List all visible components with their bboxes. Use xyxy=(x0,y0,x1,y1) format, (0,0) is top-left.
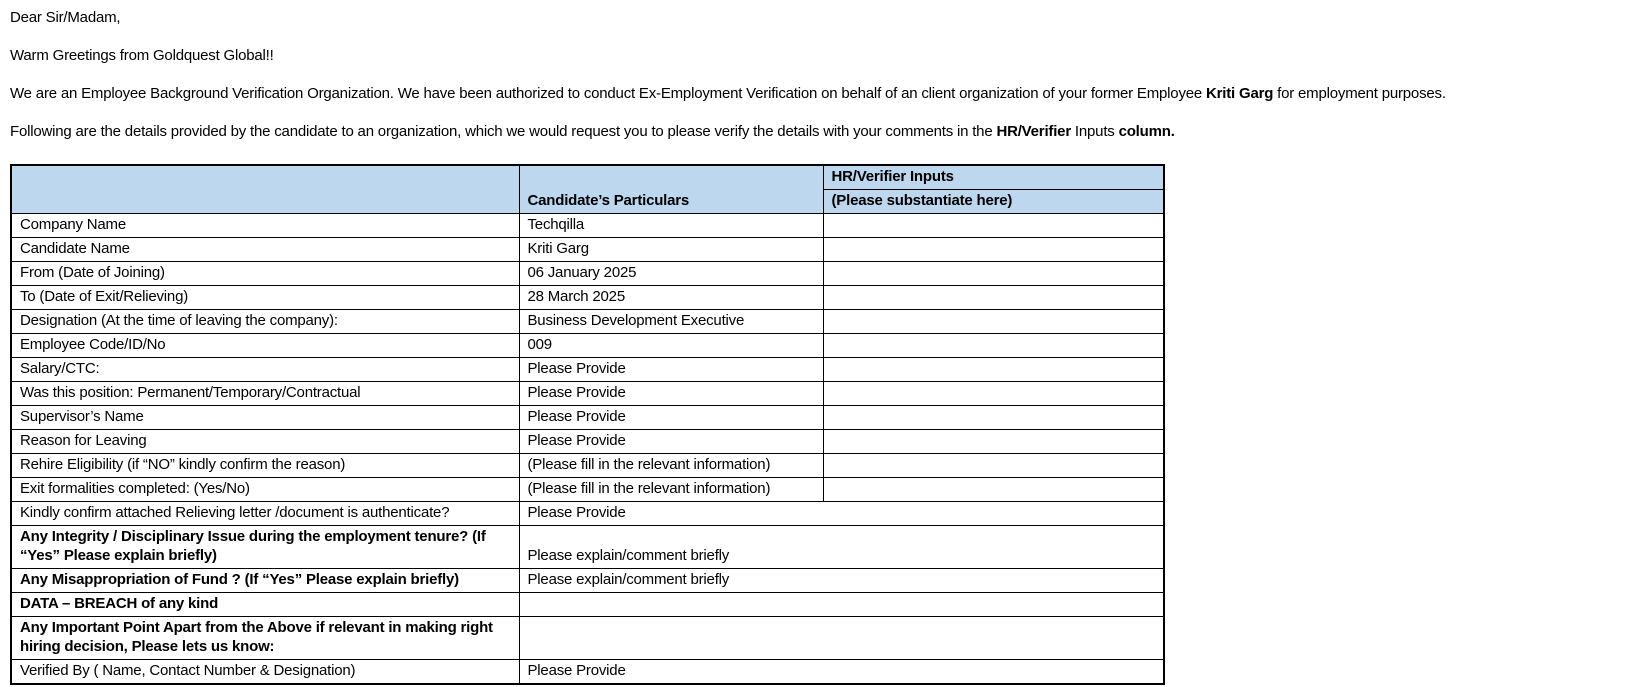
row-label: Any Misappropriation of Fund ? (If “Yes”… xyxy=(10,568,520,593)
row-label: Exit formalities completed: (Yes/No) xyxy=(10,477,520,502)
row-value: Please explain/comment briefly xyxy=(518,568,1165,593)
hr-verifier-input-cell[interactable] xyxy=(822,213,1165,238)
row-label: Verified By ( Name, Contact Number & Des… xyxy=(10,659,520,685)
row-label: Rehire Eligibility (if “NO” kindly confi… xyxy=(10,453,520,478)
row-label: Was this position: Permanent/Temporary/C… xyxy=(10,381,520,406)
table-row: Any Misappropriation of Fund ? (If “Yes”… xyxy=(10,568,1165,593)
row-value: Please Provide xyxy=(518,381,824,406)
request-text-before: Following are the details provided by th… xyxy=(10,123,997,140)
hr-verifier-input-cell[interactable] xyxy=(822,309,1165,334)
column-emphasis: column. xyxy=(1118,123,1175,140)
row-label: Designation (At the time of leaving the … xyxy=(10,309,520,334)
hr-verifier-input-cell[interactable] xyxy=(822,261,1165,286)
row-label: Reason for Leaving xyxy=(10,429,520,454)
header-candidate-particulars: Candidate’s Particulars xyxy=(518,164,824,214)
verification-table-body: Company Name Techqilla Candidate Name Kriti… xyxy=(10,213,1165,685)
hr-verifier-input-cell[interactable] xyxy=(822,285,1165,310)
row-label: Supervisor’s Name xyxy=(10,405,520,430)
row-value: Techqilla xyxy=(518,213,824,238)
header-hr-verifier-inputs: HR/Verifier Inputs xyxy=(822,164,1165,190)
row-value: 28 March 2025 xyxy=(518,285,824,310)
table-row: Verified By ( Name, Contact Number & Des… xyxy=(10,659,1165,685)
row-value: (Please fill in the relevant information… xyxy=(518,453,824,478)
table-row: Company Name Techqilla xyxy=(10,213,1165,238)
table-row: Salary/CTC: Please Provide xyxy=(10,357,1165,382)
intro-text-before: We are an Employee Background Verificati… xyxy=(10,85,1207,102)
intro-text-after: for employment purposes. xyxy=(1273,85,1446,102)
table-row: Supervisor’s Name Please Provide xyxy=(10,405,1165,430)
row-value: Please Provide xyxy=(518,405,824,430)
row-label: Candidate Name xyxy=(10,237,520,262)
row-label: DATA – BREACH of any kind xyxy=(10,592,520,617)
hr-verifier-input-cell[interactable] xyxy=(822,333,1165,358)
row-label: To (Date of Exit/Relieving) xyxy=(10,285,520,310)
hr-verifier-input-cell[interactable] xyxy=(822,453,1165,478)
intro-paragraph: We are an Employee Background Verificati… xyxy=(10,84,1628,103)
table-row: Rehire Eligibility (if “NO” kindly confi… xyxy=(10,453,1165,478)
row-value[interactable] xyxy=(518,616,1165,660)
row-value[interactable] xyxy=(518,592,1165,617)
hr-verifier-emphasis: HR/Verifier xyxy=(996,123,1071,140)
candidate-name-emphasis: Kriti Garg xyxy=(1206,85,1274,102)
table-header-row-2: (Please substantiate here) xyxy=(11,189,1165,214)
hr-verifier-input-cell[interactable] xyxy=(822,477,1165,502)
table-row: DATA – BREACH of any kind xyxy=(10,592,1165,617)
table-row: To (Date of Exit/Relieving) 28 March 2025 xyxy=(10,285,1165,310)
hr-verifier-input-cell[interactable] xyxy=(822,429,1165,454)
hr-verifier-input-cell[interactable] xyxy=(822,381,1165,406)
row-value: Please Provide xyxy=(518,429,824,454)
row-value: Please Provide xyxy=(518,501,1165,526)
row-value: Kriti Garg xyxy=(518,237,824,262)
table-header-row-1: Candidate’s Particulars HR/Verifier Inpu… xyxy=(10,164,1165,214)
row-label: Any Important Point Apart from the Above… xyxy=(10,616,520,660)
header-please-substantiate: (Please substantiate here) xyxy=(822,189,1165,214)
row-value: (Please fill in the relevant information… xyxy=(518,477,824,502)
table-row: Candidate Name Kriti Garg xyxy=(10,237,1165,262)
row-label: Any Integrity / Disciplinary Issue durin… xyxy=(10,525,520,569)
row-value: Please Provide xyxy=(518,357,824,382)
row-label: Salary/CTC: xyxy=(10,357,520,382)
request-paragraph: Following are the details provided by th… xyxy=(10,122,1628,141)
hr-verifier-input-cell[interactable] xyxy=(822,405,1165,430)
verification-table: Candidate’s Particulars HR/Verifier Inpu… xyxy=(10,164,1165,685)
row-label: Employee Code/ID/No xyxy=(10,333,520,358)
row-value: Business Development Executive xyxy=(518,309,824,334)
request-text-middle: Inputs xyxy=(1070,123,1119,140)
row-label: Company Name xyxy=(10,213,520,238)
row-value: 009 xyxy=(518,333,824,358)
table-row: Kindly confirm attached Relieving letter… xyxy=(10,501,1165,526)
row-value: Please Provide xyxy=(518,659,1165,685)
hr-verifier-input-cell[interactable] xyxy=(822,237,1165,262)
salutation: Dear Sir/Madam, xyxy=(10,9,121,26)
greeting-line: Warm Greetings from Goldquest Global!! xyxy=(10,47,274,64)
table-row: Any Integrity / Disciplinary Issue durin… xyxy=(10,525,1165,569)
table-row: Designation (At the time of leaving the … xyxy=(10,309,1165,334)
row-label: Kindly confirm attached Relieving letter… xyxy=(10,501,520,526)
table-row: Was this position: Permanent/Temporary/C… xyxy=(10,381,1165,406)
table-row: Exit formalities completed: (Yes/No) (Ple… xyxy=(10,477,1165,502)
row-value: 06 January 2025 xyxy=(518,261,824,286)
table-row: Reason for Leaving Please Provide xyxy=(10,429,1165,454)
row-label: From (Date of Joining) xyxy=(10,261,520,286)
table-row: Employee Code/ID/No 009 xyxy=(10,333,1165,358)
table-row: Any Important Point Apart from the Above… xyxy=(10,616,1165,660)
row-value: Please explain/comment briefly xyxy=(518,525,1165,569)
header-empty-cell xyxy=(10,164,520,214)
hr-verifier-input-cell[interactable] xyxy=(822,357,1165,382)
table-row: From (Date of Joining) 06 January 2025 xyxy=(10,261,1165,286)
